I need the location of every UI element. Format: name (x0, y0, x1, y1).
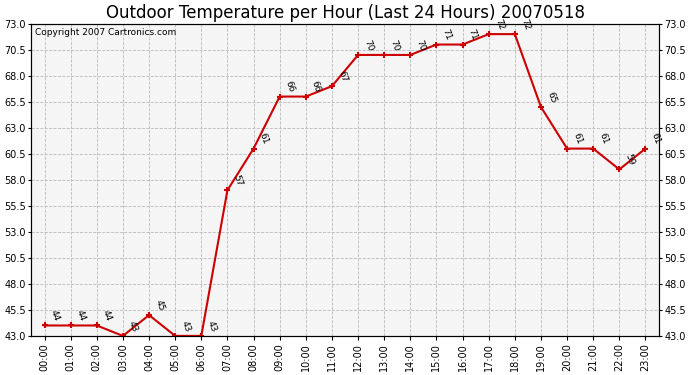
Text: 70: 70 (415, 38, 427, 52)
Text: 70: 70 (362, 38, 375, 52)
Text: 61: 61 (258, 132, 270, 146)
Text: 66: 66 (310, 80, 322, 94)
Text: 61: 61 (598, 132, 610, 146)
Title: Outdoor Temperature per Hour (Last 24 Hours) 20070518: Outdoor Temperature per Hour (Last 24 Ho… (106, 4, 584, 22)
Text: 44: 44 (101, 309, 113, 323)
Text: 43: 43 (206, 320, 218, 333)
Text: 57: 57 (232, 174, 244, 188)
Text: 66: 66 (284, 80, 296, 94)
Text: 59: 59 (624, 153, 636, 166)
Text: 61: 61 (571, 132, 584, 146)
Text: 43: 43 (127, 320, 139, 333)
Text: Copyright 2007 Cartronics.com: Copyright 2007 Cartronics.com (34, 28, 176, 38)
Text: 65: 65 (545, 90, 558, 104)
Text: 44: 44 (75, 309, 87, 323)
Text: 71: 71 (466, 28, 479, 42)
Text: 72: 72 (493, 18, 505, 32)
Text: 45: 45 (153, 298, 166, 312)
Text: 44: 44 (49, 309, 61, 323)
Text: 43: 43 (179, 320, 192, 333)
Text: 67: 67 (336, 69, 348, 83)
Text: 71: 71 (441, 28, 453, 42)
Text: 70: 70 (388, 38, 401, 52)
Text: 72: 72 (519, 18, 531, 32)
Text: 61: 61 (649, 132, 662, 146)
